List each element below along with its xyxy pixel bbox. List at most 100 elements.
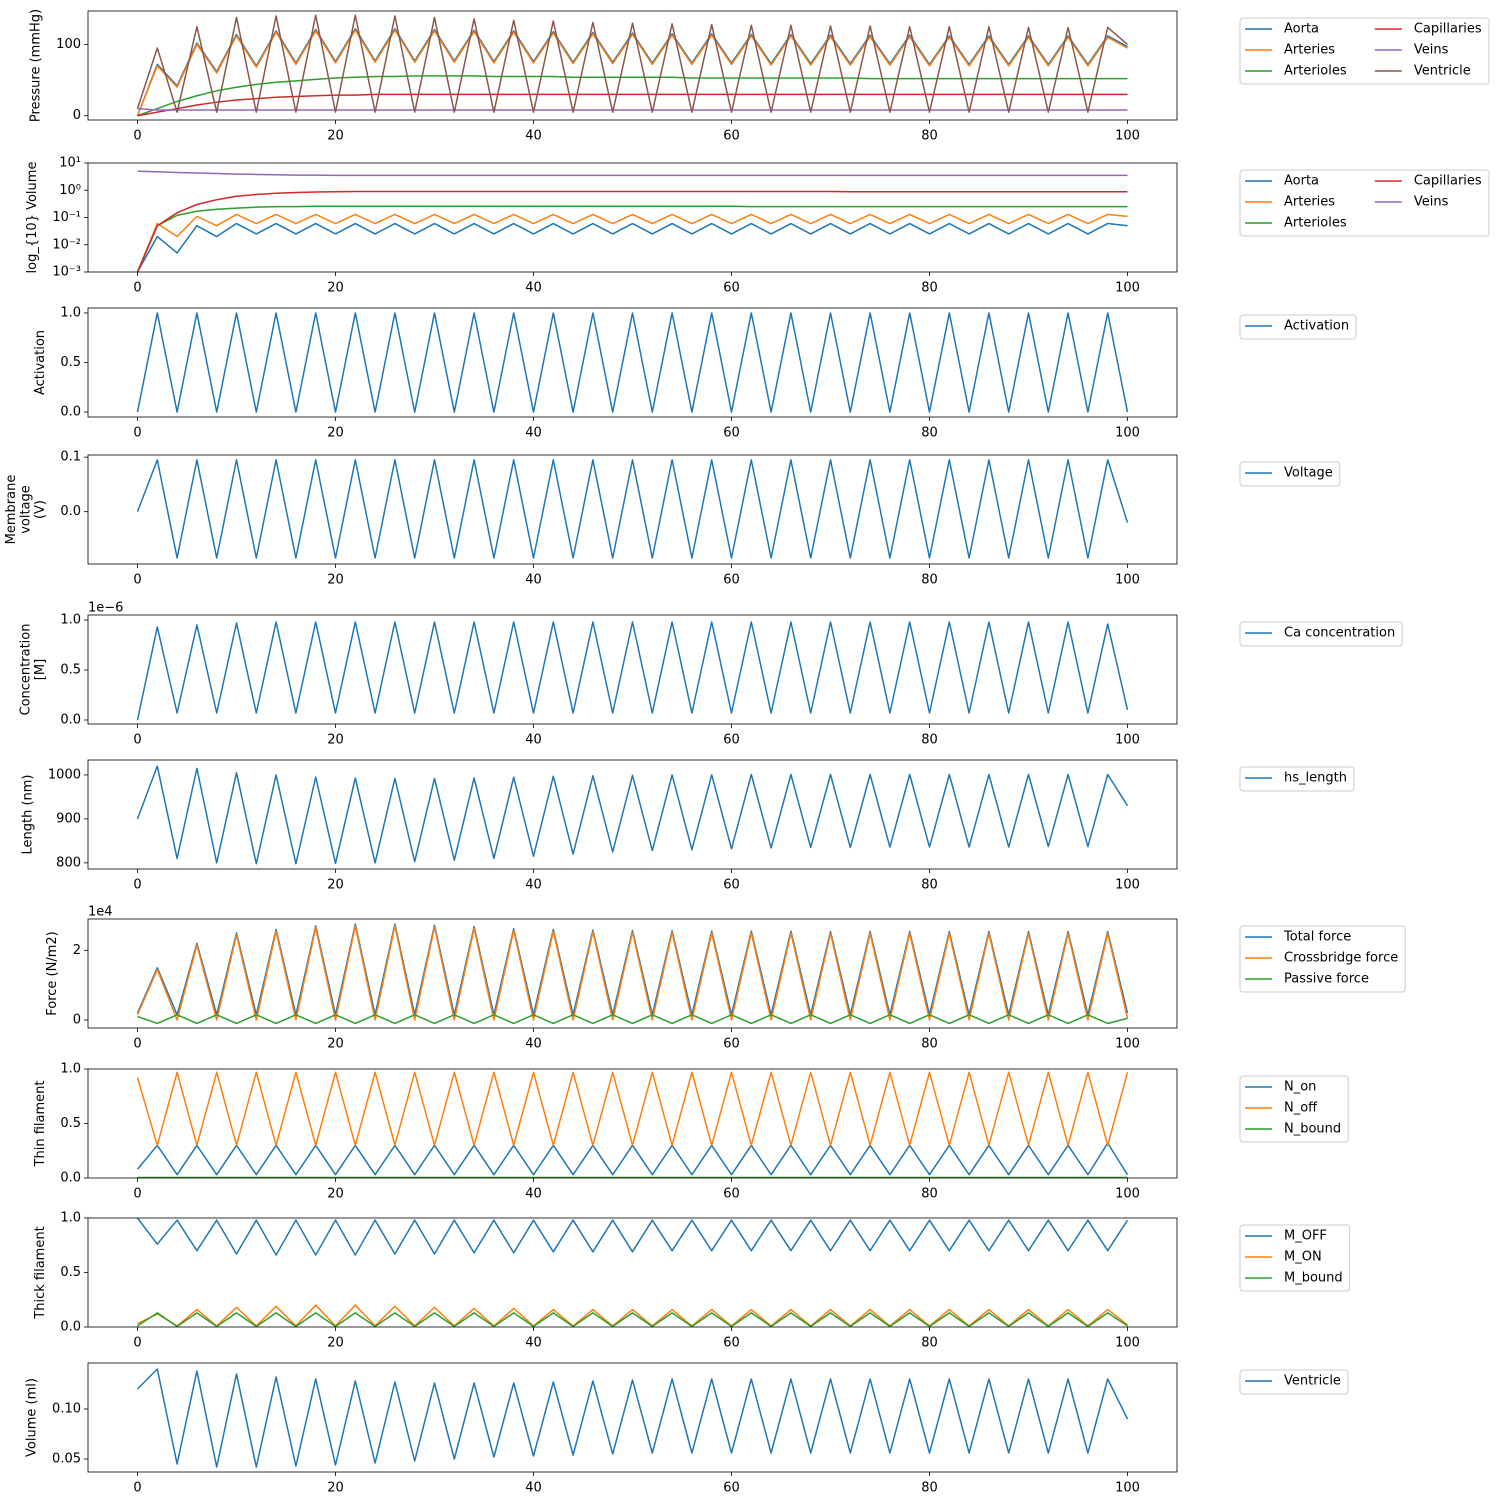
legend-box	[1239, 169, 1490, 237]
legend-box	[1239, 766, 1355, 792]
legend-label: Ventricle	[1414, 64, 1471, 79]
x-tick-label: 100	[1115, 1037, 1140, 1052]
x-tick-label: 20	[327, 129, 344, 144]
x-tick-label: 100	[1115, 426, 1140, 441]
x-tick-label: 80	[921, 1481, 938, 1496]
x-tick-label: 0	[133, 1037, 141, 1052]
series-line	[136, 190, 1128, 272]
series-line	[136, 1368, 1129, 1468]
y-tick-label: 10⁻²	[52, 237, 81, 252]
y-tick-label: 800	[56, 855, 81, 870]
legend: Aorta Arteries Arterioles Capillaries Veins	[1239, 169, 1490, 237]
y-tick-label: 0	[73, 1012, 81, 1027]
x-tick-label: 20	[327, 878, 344, 893]
y-axis-label: Length (nm)	[20, 774, 35, 854]
x-tick-label: 60	[723, 1481, 740, 1496]
x-tick-label: 20	[327, 281, 344, 296]
y-tick-label: 10¹	[59, 156, 81, 171]
x-tick-label: 0	[133, 878, 141, 893]
series-line	[136, 765, 1129, 865]
legend-label: Ventricle	[1284, 1374, 1341, 1389]
y-tick-label: 2	[73, 943, 81, 958]
axis-offset-text: 1e4	[88, 905, 113, 920]
y-axis-label: Membrane	[4, 475, 19, 545]
x-tick-label: 40	[525, 1187, 542, 1202]
x-tick-label: 80	[921, 1336, 938, 1351]
y-tick-label: 0.0	[60, 713, 81, 728]
y-tick-label: 0.05	[52, 1452, 81, 1467]
x-tick-label: 20	[327, 573, 344, 588]
y-tick-label: 1.0	[60, 1062, 81, 1077]
legend-label: Aorta	[1284, 174, 1319, 189]
legend-label: M_bound	[1284, 1271, 1343, 1286]
legend-label: Crossbridge force	[1284, 951, 1398, 966]
x-tick-label: 100	[1115, 1187, 1140, 1202]
series-line	[137, 170, 1128, 177]
series-line	[136, 14, 1128, 113]
plot-frame	[87, 454, 1178, 565]
y-axis-label: Thick filament	[33, 1226, 48, 1319]
legend-label: Veins	[1414, 195, 1449, 210]
legend-label: Arteries	[1284, 43, 1335, 58]
y-tick-label: 0.5	[60, 1116, 81, 1131]
series-line	[136, 213, 1128, 272]
legend-box	[1239, 925, 1406, 993]
x-tick-label: 80	[921, 733, 938, 748]
x-tick-label: 0	[133, 1481, 141, 1496]
x-tick-label: 80	[921, 573, 938, 588]
legend-box	[1239, 621, 1403, 647]
x-tick-label: 100	[1115, 878, 1140, 893]
y-axis-label: Concentration	[18, 624, 33, 716]
legend-label: N_off	[1284, 1101, 1318, 1116]
legend: Ca concentration	[1239, 621, 1403, 647]
legend-label: Aorta	[1284, 22, 1319, 37]
legend-box	[1239, 314, 1357, 340]
x-tick-label: 60	[723, 573, 740, 588]
x-tick-label: 40	[525, 1037, 542, 1052]
series-line	[136, 222, 1128, 272]
x-tick-label: 80	[921, 281, 938, 296]
legend-label: Arterioles	[1284, 64, 1347, 79]
y-tick-label: 10⁻¹	[52, 210, 81, 225]
y-tick-label: 1000	[48, 767, 81, 782]
x-tick-label: 20	[327, 733, 344, 748]
y-tick-label: 0.0	[60, 405, 81, 420]
x-tick-label: 100	[1115, 1336, 1140, 1351]
y-tick-label: 0.5	[60, 1265, 81, 1280]
series-line	[136, 459, 1129, 559]
series-line	[137, 93, 1128, 117]
plot-frame	[87, 1362, 1178, 1473]
y-tick-label: 0.1	[60, 450, 81, 465]
legend: Total force Crossbridge force Passive forc…	[1239, 925, 1406, 993]
x-tick-label: 0	[133, 1187, 141, 1202]
y-tick-label: 1.0	[60, 1211, 81, 1226]
legend: N_on N_off N_bound	[1239, 1075, 1349, 1143]
x-tick-label: 80	[921, 878, 938, 893]
series-line	[136, 29, 1128, 117]
x-tick-label: 80	[921, 426, 938, 441]
y-tick-label: 0.0	[60, 504, 81, 519]
series-line	[137, 1312, 1128, 1327]
x-tick-label: 20	[327, 1336, 344, 1351]
x-tick-label: 40	[525, 426, 542, 441]
x-tick-label: 60	[723, 281, 740, 296]
y-tick-label: 0.0	[60, 1171, 81, 1186]
legend: hs_length	[1239, 766, 1355, 792]
plot-frame	[87, 10, 1178, 121]
y-axis-label: Volume (ml)	[25, 1378, 40, 1457]
x-tick-label: 60	[723, 878, 740, 893]
series-line	[136, 621, 1129, 721]
x-tick-label: 20	[327, 426, 344, 441]
legend: Voltage	[1239, 461, 1341, 487]
legend-label: Arterioles	[1284, 216, 1347, 231]
legend-label: Voltage	[1284, 466, 1333, 481]
series-line	[137, 1304, 1128, 1327]
x-tick-label: 80	[921, 1187, 938, 1202]
y-tick-label: 0	[73, 108, 81, 123]
legend-box	[1239, 1369, 1349, 1395]
y-tick-label: 0.5	[60, 355, 81, 370]
x-tick-label: 0	[133, 1336, 141, 1351]
axis-offset-text: 1e−6	[88, 601, 123, 616]
x-tick-label: 60	[723, 1336, 740, 1351]
